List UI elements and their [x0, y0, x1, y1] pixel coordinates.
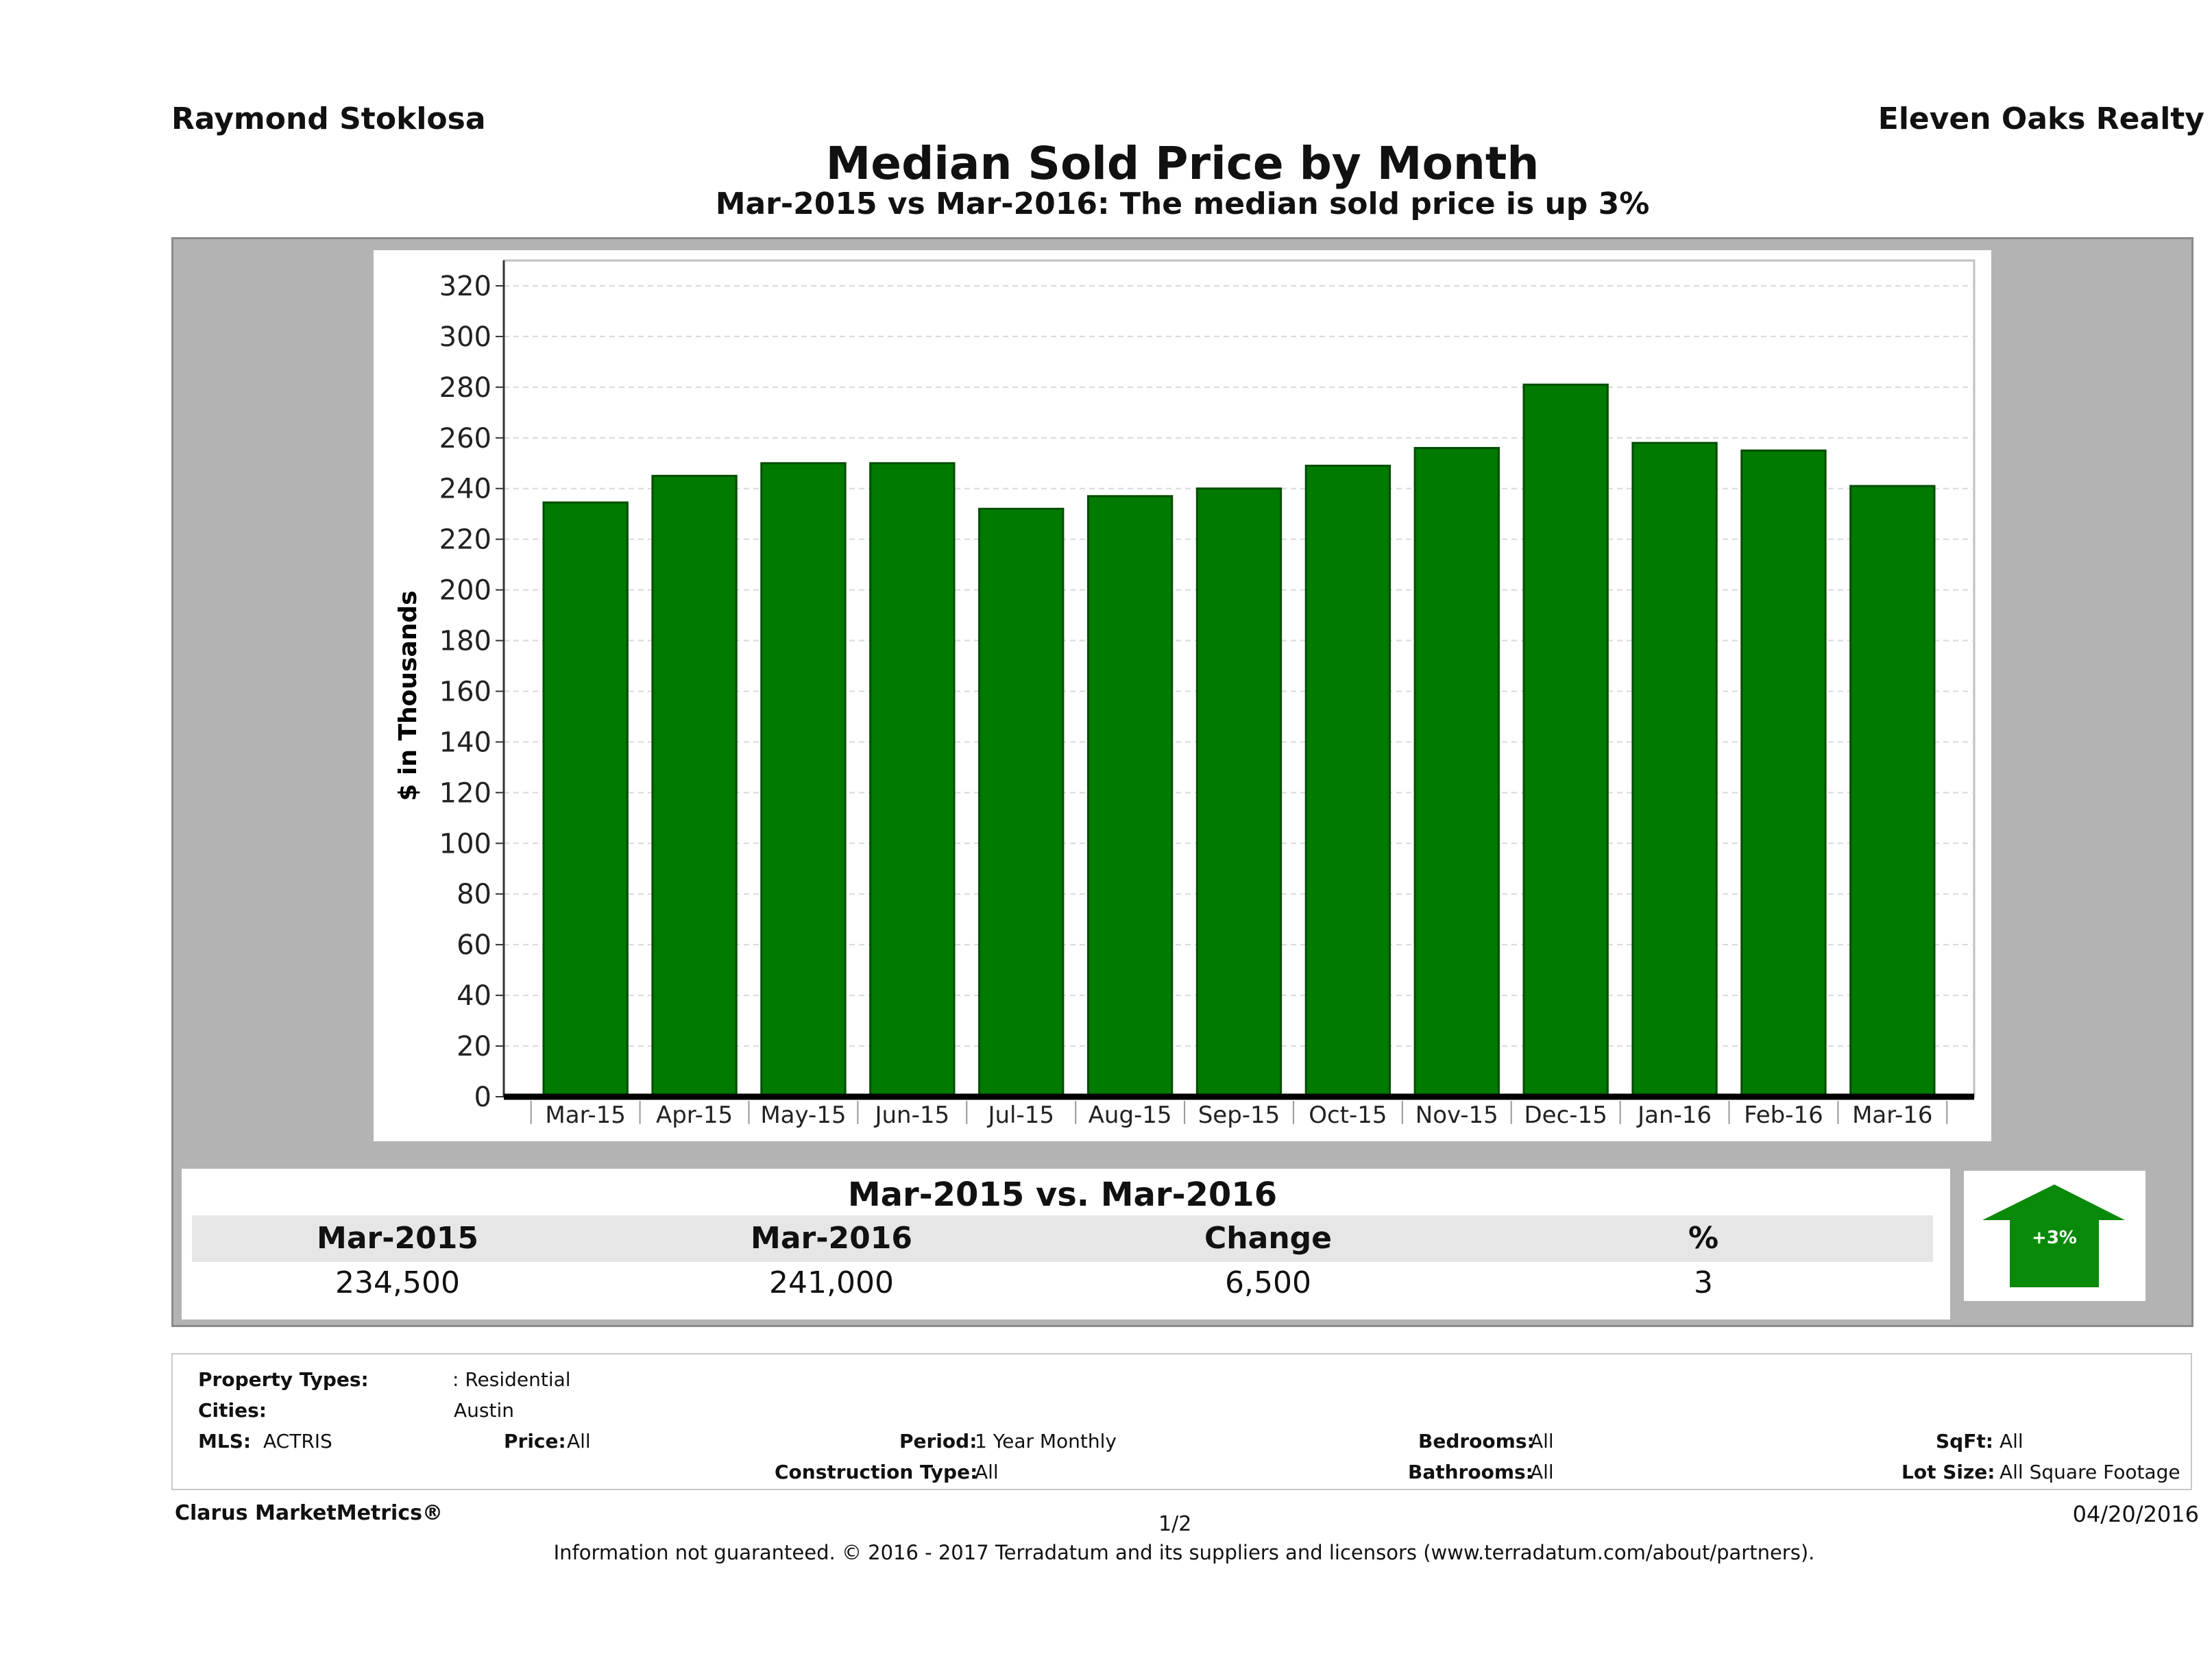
- cities-value: Austin: [454, 1399, 514, 1422]
- chart-area: 0 20 40 60 80 100 120 140 160 180 200 220 240 260 280 3…: [374, 250, 1991, 1141]
- property-types-label: Property Types:: [198, 1368, 369, 1391]
- summary-header-end: Mar-2016: [626, 1215, 1037, 1262]
- y-tick-label: 160: [439, 676, 491, 707]
- bar: [980, 509, 1063, 1097]
- x-tick-label: Jan-16: [1636, 1102, 1712, 1129]
- y-tick-label: 120: [439, 777, 491, 809]
- bathrooms-value: All: [1530, 1461, 1554, 1483]
- y-tick-label: 140: [439, 727, 491, 758]
- lot-size-label: Lot Size:: [1901, 1461, 1995, 1483]
- y-tick-label: 0: [474, 1082, 491, 1113]
- construction-type-label: Construction Type:: [775, 1461, 977, 1483]
- summary-value-start: 234,500: [192, 1263, 603, 1303]
- period-value: 1 Year Monthly: [975, 1430, 1117, 1452]
- y-tick-label: 40: [457, 980, 491, 1012]
- bar: [1633, 443, 1716, 1097]
- y-tick-label: 280: [439, 372, 491, 404]
- page-number: 1/2: [1158, 1512, 1191, 1536]
- summary-value-change: 6,500: [1062, 1263, 1474, 1303]
- x-tick-label: Oct-15: [1309, 1102, 1387, 1129]
- summary-value-end: 241,000: [626, 1263, 1037, 1303]
- property-types-value: : Residential: [452, 1368, 571, 1391]
- x-tick-label: Nov-15: [1415, 1102, 1498, 1129]
- y-tick-label: 60: [457, 929, 491, 961]
- y-axis-label: $ in Thousands: [394, 590, 422, 801]
- construction-type-value: All: [975, 1461, 999, 1483]
- bar: [871, 463, 954, 1097]
- price-value: All: [567, 1430, 591, 1452]
- x-tick-label: Aug-15: [1089, 1102, 1172, 1129]
- comparison-summary: Mar-2015 vs. Mar-2016 Mar-2015 Mar-2016 …: [182, 1169, 1950, 1320]
- sqft-label: SqFt:: [1936, 1430, 1993, 1452]
- bar: [1524, 385, 1607, 1097]
- summary-value-percent: 3: [1498, 1263, 1909, 1303]
- footer-brand: Clarus MarketMetrics®: [175, 1501, 443, 1525]
- x-tick-label: Mar-16: [1852, 1102, 1933, 1129]
- bar: [1851, 486, 1934, 1097]
- bathrooms-label: Bathrooms:: [1408, 1461, 1533, 1483]
- x-tick-label: Jun-15: [873, 1102, 949, 1129]
- bar: [653, 476, 736, 1097]
- report-date: 04/20/2016: [2073, 1501, 2199, 1527]
- lot-size-value: All Square Footage: [2000, 1461, 2180, 1483]
- summary-header-row: Mar-2015 Mar-2016 Change %: [192, 1215, 1933, 1262]
- y-tick-label: 260: [439, 423, 491, 454]
- y-tick-label: 200: [439, 575, 491, 607]
- bedrooms-value: All: [1530, 1430, 1554, 1452]
- y-tick-label: 80: [457, 879, 491, 910]
- mls-value: ACTRIS: [263, 1430, 332, 1452]
- y-tick-label: 320: [439, 271, 491, 302]
- sqft-value: All: [2000, 1430, 2023, 1452]
- y-tick-label: 100: [439, 828, 491, 860]
- summary-header-change: Change: [1062, 1215, 1474, 1262]
- y-tick-label: 300: [439, 321, 491, 353]
- page-title: Median Sold Price by Month: [0, 137, 2212, 190]
- x-tick-label: Mar-15: [545, 1102, 626, 1129]
- bar: [544, 502, 627, 1097]
- bar: [762, 463, 845, 1097]
- summary-value-row: 234,500 241,000 6,500 3: [192, 1263, 1933, 1303]
- bar: [1088, 496, 1171, 1097]
- bar: [1306, 465, 1389, 1097]
- y-tick-label: 240: [439, 474, 491, 505]
- summary-header-percent: %: [1498, 1215, 1909, 1262]
- y-tick-label: 220: [439, 524, 491, 556]
- summary-header-start: Mar-2015: [192, 1215, 603, 1262]
- price-label: Price:: [504, 1430, 566, 1452]
- x-tick-label: Jul-15: [986, 1102, 1054, 1129]
- change-indicator: +3%: [1964, 1171, 2146, 1301]
- bedrooms-label: Bedrooms:: [1418, 1430, 1535, 1452]
- summary-title: Mar-2015 vs. Mar-2016: [192, 1174, 1933, 1214]
- bar: [1197, 489, 1280, 1097]
- period-label: Period:: [899, 1430, 977, 1452]
- up-arrow-icon: +3%: [1964, 1171, 2146, 1301]
- bar-chart: 0 20 40 60 80 100 120 140 160 180 200 220 240 260 280 3…: [374, 250, 1991, 1141]
- y-tick-label: 20: [457, 1031, 491, 1062]
- x-tick-label: May-15: [760, 1102, 846, 1129]
- bar: [1415, 448, 1498, 1097]
- change-percent-label: +3%: [2032, 1228, 2077, 1248]
- x-tick-label: Apr-15: [656, 1102, 733, 1129]
- y-tick-label: 180: [439, 626, 491, 657]
- x-tick-label: Sep-15: [1198, 1102, 1280, 1129]
- x-tick-label: Feb-16: [1744, 1102, 1823, 1129]
- bar: [1742, 450, 1825, 1097]
- disclaimer: Information not guaranteed. © 2016 - 201…: [0, 1541, 2212, 1564]
- mls-label: MLS:: [198, 1430, 251, 1452]
- filter-criteria: Property Types: : Residential Cities: Au…: [171, 1353, 2192, 1490]
- agent-name: Raymond Stoklosa: [171, 101, 486, 136]
- x-tick-label: Dec-15: [1524, 1102, 1607, 1129]
- page-subtitle: Mar-2015 vs Mar-2016: The median sold pr…: [0, 186, 2212, 221]
- company-name: Eleven Oaks Realty: [1878, 101, 2204, 136]
- cities-label: Cities:: [198, 1399, 267, 1422]
